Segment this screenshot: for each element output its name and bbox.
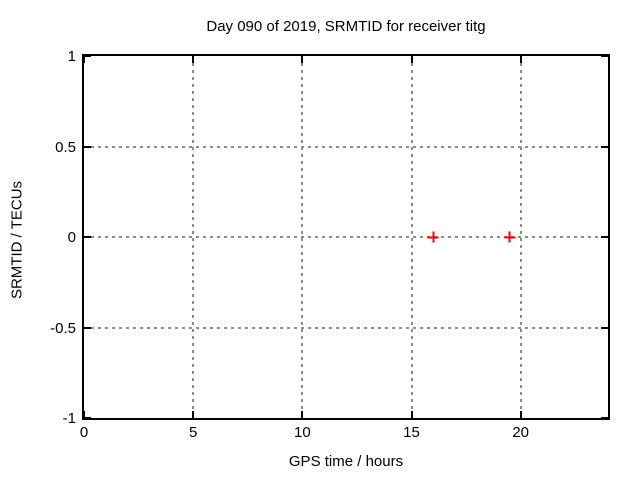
y-tick-mark-right <box>601 145 608 148</box>
y-tick-mark <box>84 417 91 419</box>
marker-vertical-bar <box>432 231 435 243</box>
y-tick-label: -1 <box>62 410 76 427</box>
y-tick-mark-right <box>601 417 608 419</box>
y-tick-label: 0.5 <box>55 138 76 156</box>
x-tick-mark-top <box>301 56 304 63</box>
gridline-horizontal <box>84 145 608 148</box>
x-tick-mark <box>301 411 304 418</box>
y-tick-mark-right <box>601 236 608 238</box>
x-tick-label: 20 <box>512 424 529 441</box>
y-tick-mark <box>84 55 91 57</box>
x-tick-mark-top <box>519 56 522 63</box>
y-tick-label: 0 <box>67 229 76 246</box>
x-tick-label: 10 <box>293 424 311 441</box>
data-point-marker <box>504 231 516 243</box>
x-tick-mark-top <box>83 56 85 63</box>
y-tick-label: 1 <box>67 48 76 65</box>
data-point-marker <box>427 231 439 243</box>
chart-title: Day 090 of 2019, SRMTID for receiver tit… <box>206 18 486 35</box>
x-tick-label: 0 <box>79 424 89 441</box>
x-tick-label: 5 <box>188 424 198 441</box>
y-axis-label: SRMTID / TECUs <box>8 180 26 300</box>
marker-vertical-bar <box>508 231 511 243</box>
x-tick-mark-top <box>410 56 413 63</box>
y-tick-mark <box>84 236 91 238</box>
y-tick-mark <box>84 326 91 329</box>
x-tick-mark <box>410 411 413 418</box>
x-axis-label: GPS time / hours <box>288 453 404 470</box>
y-tick-mark-right <box>601 326 608 329</box>
x-tick-label: 15 <box>403 424 420 441</box>
x-tick-mark <box>192 411 195 418</box>
gridline-horizontal <box>84 236 608 238</box>
x-tick-mark <box>83 411 85 418</box>
gridline-horizontal <box>84 326 608 329</box>
plot-area <box>82 54 610 420</box>
y-tick-mark-right <box>601 55 608 57</box>
y-tick-label: -0.5 <box>50 319 76 337</box>
y-tick-mark <box>84 145 91 148</box>
x-tick-mark <box>519 411 522 418</box>
x-tick-mark-top <box>192 56 195 63</box>
